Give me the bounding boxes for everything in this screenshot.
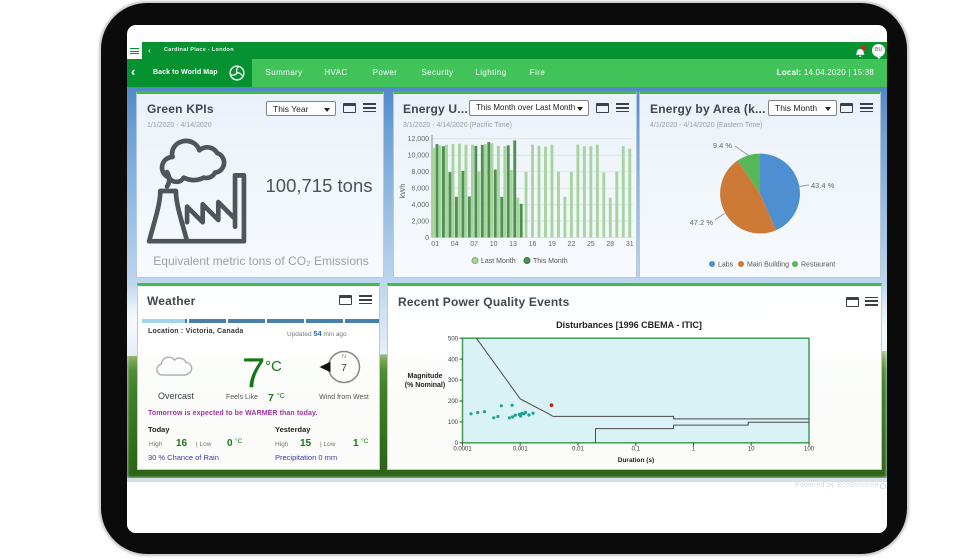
svg-text:500: 500 bbox=[448, 336, 459, 342]
svg-text:0: 0 bbox=[425, 235, 429, 242]
svg-text:300: 300 bbox=[448, 378, 459, 384]
svg-text:400: 400 bbox=[448, 357, 459, 363]
svg-text:0.1: 0.1 bbox=[632, 447, 641, 453]
svg-text:Last Month: Last Month bbox=[481, 258, 516, 265]
svg-text:100: 100 bbox=[448, 420, 459, 426]
svg-text:kWh: kWh bbox=[398, 184, 407, 199]
svg-text:10: 10 bbox=[748, 447, 755, 453]
svg-text:N: N bbox=[342, 354, 346, 360]
svg-text:28: 28 bbox=[606, 241, 614, 248]
svg-text:10,000: 10,000 bbox=[408, 153, 430, 160]
svg-text:4,000: 4,000 bbox=[411, 202, 429, 209]
svg-text:9.4 %: 9.4 % bbox=[713, 141, 733, 150]
svg-text:0.0001: 0.0001 bbox=[453, 447, 472, 453]
svg-text:2,000: 2,000 bbox=[411, 219, 429, 226]
svg-text:22: 22 bbox=[568, 241, 576, 248]
svg-text:0.001: 0.001 bbox=[513, 447, 529, 453]
svg-text:0: 0 bbox=[455, 441, 459, 447]
svg-text:07: 07 bbox=[470, 241, 478, 248]
svg-text:200: 200 bbox=[448, 399, 459, 405]
svg-text:8,000: 8,000 bbox=[411, 169, 429, 176]
svg-text:16: 16 bbox=[529, 241, 537, 248]
svg-text:0.01: 0.01 bbox=[572, 447, 584, 453]
svg-text:10: 10 bbox=[490, 241, 498, 248]
svg-text:43.4 %: 43.4 % bbox=[811, 181, 835, 190]
svg-text:Duration (s): Duration (s) bbox=[618, 457, 654, 464]
svg-text:Main Building: Main Building bbox=[747, 262, 789, 269]
svg-text:Labs: Labs bbox=[718, 262, 734, 269]
svg-text:12,000: 12,000 bbox=[408, 136, 430, 143]
svg-text:25: 25 bbox=[587, 241, 595, 248]
svg-text:7: 7 bbox=[341, 362, 347, 374]
svg-text:Restaurant: Restaurant bbox=[801, 262, 835, 269]
svg-text:This Month: This Month bbox=[533, 258, 568, 265]
svg-text:31: 31 bbox=[626, 241, 634, 248]
svg-text:Magnitude: Magnitude bbox=[408, 373, 443, 380]
svg-text:13: 13 bbox=[509, 241, 517, 248]
svg-text:6,000: 6,000 bbox=[411, 186, 429, 193]
svg-text:Disturbances [1996 CBEMA - ITI: Disturbances [1996 CBEMA - ITIC] bbox=[556, 320, 702, 330]
svg-text:100: 100 bbox=[804, 447, 815, 453]
svg-text:19: 19 bbox=[548, 241, 556, 248]
svg-text:04: 04 bbox=[451, 241, 459, 248]
svg-text:47.2 %: 47.2 % bbox=[690, 218, 714, 227]
svg-text:(% Nominal): (% Nominal) bbox=[405, 382, 445, 389]
svg-text:1: 1 bbox=[692, 447, 696, 453]
svg-text:01: 01 bbox=[431, 241, 439, 248]
